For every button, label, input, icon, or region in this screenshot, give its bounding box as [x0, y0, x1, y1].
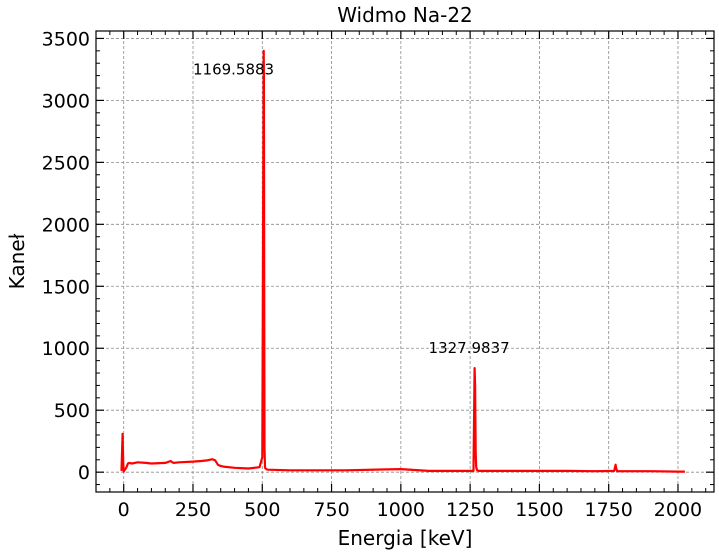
y-tick-label: 1500 [42, 276, 90, 298]
plot-area [96, 31, 714, 492]
y-tick-label: 0 [78, 462, 90, 484]
chart-title: Widmo Na-22 [337, 3, 473, 27]
x-tick-label: 750 [313, 499, 349, 521]
x-tick-label: 500 [244, 499, 280, 521]
y-axis-label: Kaneł [5, 233, 29, 289]
x-tick-label: 1000 [377, 499, 425, 521]
series-line [120, 49, 685, 473]
y-tick-label: 500 [54, 400, 90, 422]
x-axis-label: Energia [keV] [338, 526, 473, 550]
plot-frame [95, 30, 715, 493]
x-tick-label: 0 [118, 499, 130, 521]
peak-annotation: 1327.9837 [429, 339, 510, 357]
x-tick-label: 250 [175, 499, 211, 521]
x-tick-label: 2000 [654, 499, 702, 521]
x-tick-label: 1750 [585, 499, 633, 521]
x-tick-label: 1250 [446, 499, 494, 521]
y-tick-label: 3000 [42, 90, 90, 112]
peak-annotation: 1169.5883 [193, 60, 274, 78]
y-tick-label: 2500 [42, 152, 90, 174]
y-tick-label: 3500 [42, 28, 90, 50]
y-tick-label: 1000 [42, 338, 90, 360]
x-tick-label: 1500 [515, 499, 563, 521]
y-tick-label: 2000 [42, 214, 90, 236]
